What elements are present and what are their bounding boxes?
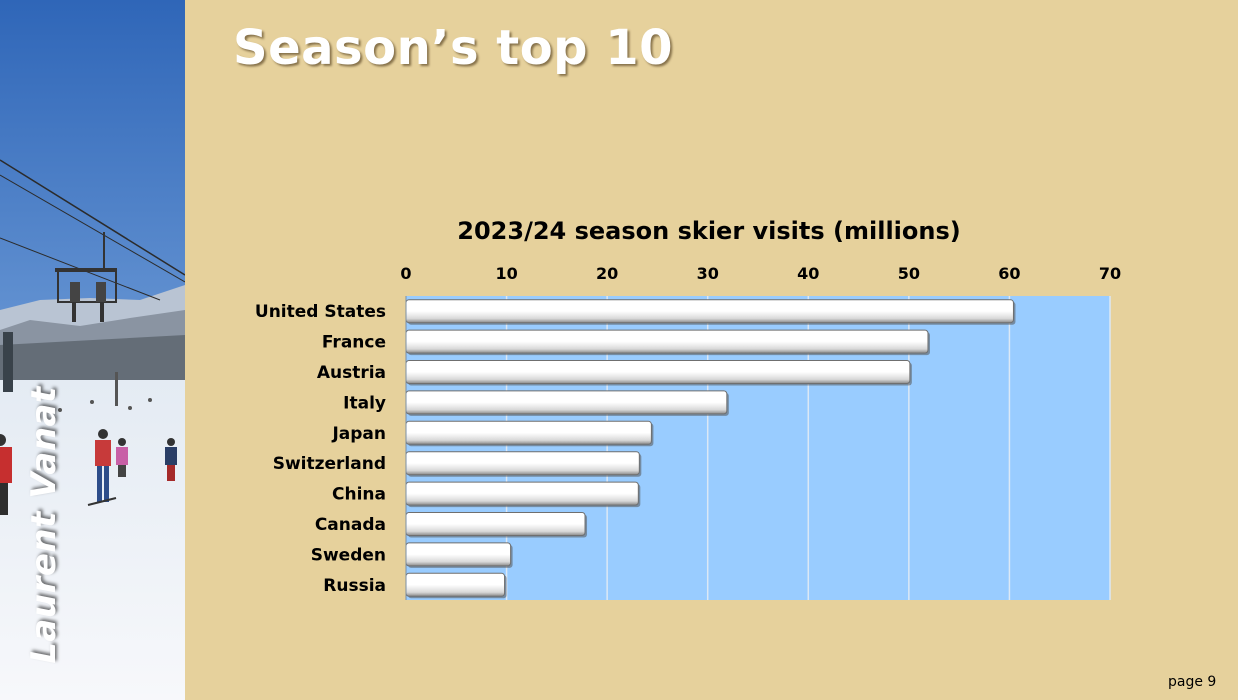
- y-category-label: Canada: [315, 515, 386, 535]
- y-category-label: Japan: [331, 424, 386, 444]
- x-tick-label: 30: [697, 264, 719, 283]
- x-tick-label: 40: [797, 264, 819, 283]
- x-tick-label: 10: [495, 264, 517, 283]
- y-category-label: Russia: [323, 576, 386, 596]
- bar: [405, 329, 929, 354]
- y-category-label: China: [332, 485, 386, 505]
- bar: [405, 542, 512, 567]
- bar: [405, 360, 911, 384]
- sidebar-photo: Laurent Vanat: [0, 0, 185, 700]
- y-category-label: Austria: [317, 363, 386, 383]
- ski-slope-photo: [0, 0, 185, 700]
- x-tick-label: 50: [898, 264, 920, 283]
- bar: [405, 299, 1014, 324]
- bar: [405, 512, 586, 536]
- x-tick-label: 70: [1099, 264, 1121, 283]
- bar: [405, 451, 640, 476]
- chart-title: 2023/24 season skier visits (millions): [457, 217, 961, 245]
- x-tick-label: 20: [596, 264, 618, 283]
- bar: [405, 390, 728, 415]
- x-tick-label: 0: [400, 264, 411, 283]
- slide-title: Season’s top 10: [233, 20, 674, 76]
- y-category-label: United States: [255, 302, 386, 322]
- bar: [405, 420, 652, 445]
- y-category-label: Sweden: [311, 545, 386, 565]
- bar: [405, 572, 506, 597]
- x-tick-label: 60: [998, 264, 1020, 283]
- page-number: page 9: [1168, 674, 1217, 690]
- bar: [405, 481, 639, 506]
- y-category-label: Italy: [343, 393, 386, 413]
- y-category-label: France: [322, 333, 386, 353]
- y-category-label: Switzerland: [273, 454, 386, 474]
